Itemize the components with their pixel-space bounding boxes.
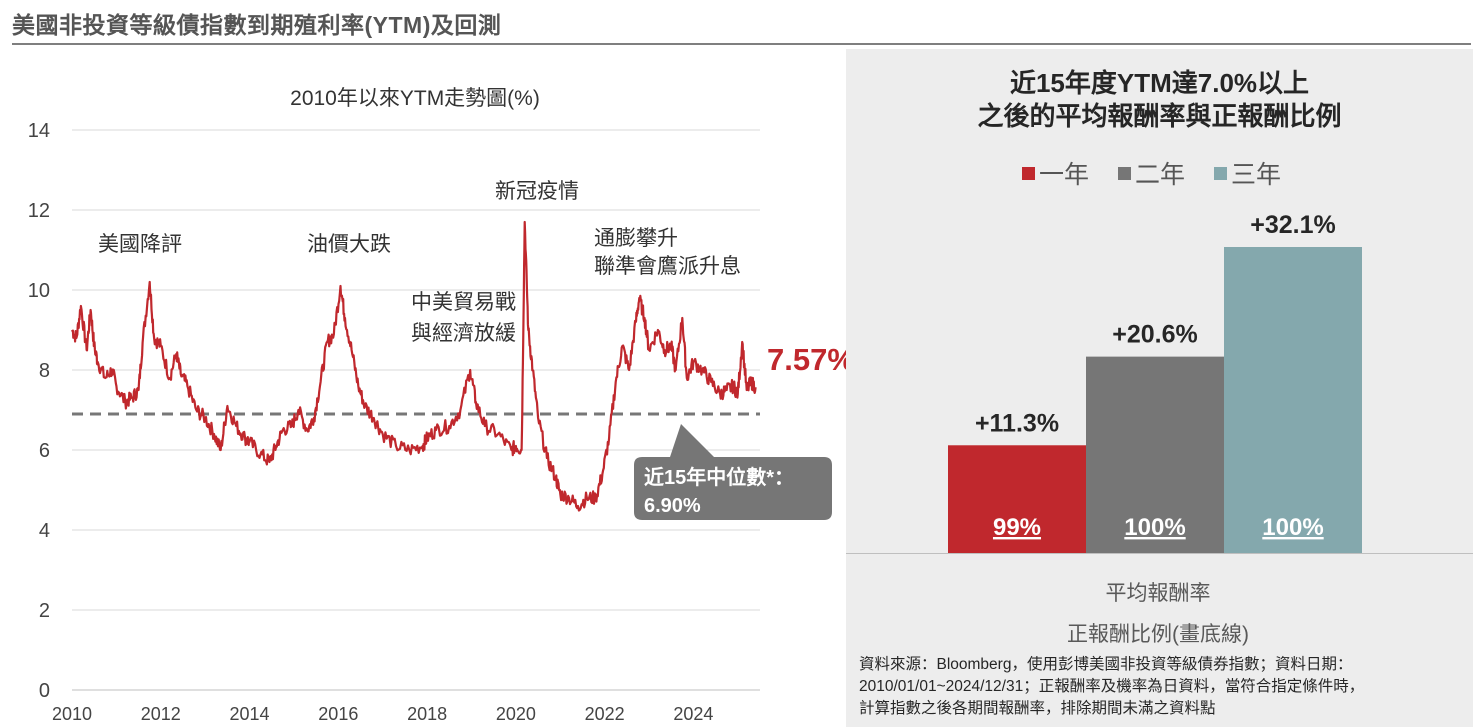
x-tick-2018: 2018	[407, 704, 447, 724]
page-title: 美國非投資等級債指數到期殖利率(YTM)及回測	[12, 12, 502, 38]
chart-subtitle: 2010年以來YTM走勢圖(%)	[290, 87, 540, 110]
ytm-series-line	[70, 220, 757, 512]
source-line-3: 計算指數之後各期間報酬率，排除期間未滿之資料點	[859, 700, 1216, 717]
x-tick-2024: 2024	[673, 704, 713, 724]
panel-divider	[846, 553, 1473, 554]
y-tick-0: 0	[39, 680, 50, 702]
annotation-inflation-2: 聯準會鷹派升息	[594, 255, 741, 278]
y-tick-labels: 0 2 4 6 8 10 12 14	[28, 120, 50, 702]
median-callout-line1: 近15年中位數*：	[644, 465, 794, 489]
y-tick-10: 10	[28, 280, 50, 302]
legend-label-3: 三年	[1230, 161, 1281, 189]
source-line-1: 資料來源：Bloomberg，使用彭博美國非投資等級債券指數；資料日期：	[859, 656, 1353, 673]
legend-swatch-3	[1213, 166, 1227, 180]
current-ytm-label: 7.57%	[767, 342, 846, 377]
y-tick-6: 6	[39, 440, 50, 462]
y-tick-8: 8	[39, 360, 50, 382]
source-note: 資料來源：Bloomberg，使用彭博美國非投資等級債券指數；資料日期： 201…	[859, 654, 1464, 720]
x-tick-labels: 2010 2012 2014 2016 2018 2020 2022 2024	[52, 704, 713, 724]
positive-ratio-label: 正報酬比例(畫底線)	[1067, 623, 1249, 646]
annotation-us-downgrade: 美國降評	[98, 233, 182, 256]
y-tick-14: 14	[28, 120, 50, 142]
legend-label-1: 一年	[1039, 161, 1090, 189]
bar-legend: 一年 二年 三年	[1022, 155, 1303, 191]
y-gridlines	[72, 129, 760, 691]
x-tick-2012: 2012	[141, 704, 181, 724]
panel-title-line2: 之後的平均報酬率與正報酬比例	[977, 101, 1342, 131]
median-callout-box	[634, 424, 832, 520]
x-tick-2014: 2014	[230, 704, 270, 724]
avg-return-label: 平均報酬率	[1105, 582, 1211, 605]
annotation-oil-crash: 油價大跌	[307, 233, 391, 256]
y-tick-12: 12	[28, 200, 50, 222]
x-tick-2010: 2010	[52, 704, 92, 724]
annotation-inflation-1: 通膨攀升	[594, 227, 678, 250]
legend-swatch-1	[1022, 166, 1035, 180]
x-tick-2022: 2022	[585, 704, 625, 724]
annotation-covid: 新冠疫情	[495, 180, 579, 203]
source-line-2: 2010/01/01~2024/12/31；正報酬率及機率為日資料，當符合指定條…	[859, 678, 1365, 695]
panel-title-line1: 近15年度YTM達7.0%以上	[1009, 68, 1310, 98]
annotation-trade-war-2: 與經濟放緩	[411, 322, 516, 345]
x-tick-2020: 2020	[496, 704, 536, 724]
y-tick-4: 4	[39, 520, 50, 542]
legend-swatch-2	[1117, 166, 1131, 180]
x-tick-2016: 2016	[318, 704, 358, 724]
median-callout-line2: 6.90%	[644, 495, 701, 517]
legend-label-2: 二年	[1134, 161, 1185, 189]
y-tick-2: 2	[39, 600, 50, 622]
annotation-trade-war-1: 中美貿易戰	[411, 291, 516, 314]
title-divider	[12, 43, 1471, 45]
panel-title: 近15年度YTM達7.0%以上 之後的平均報酬率與正報酬比例	[846, 67, 1473, 133]
